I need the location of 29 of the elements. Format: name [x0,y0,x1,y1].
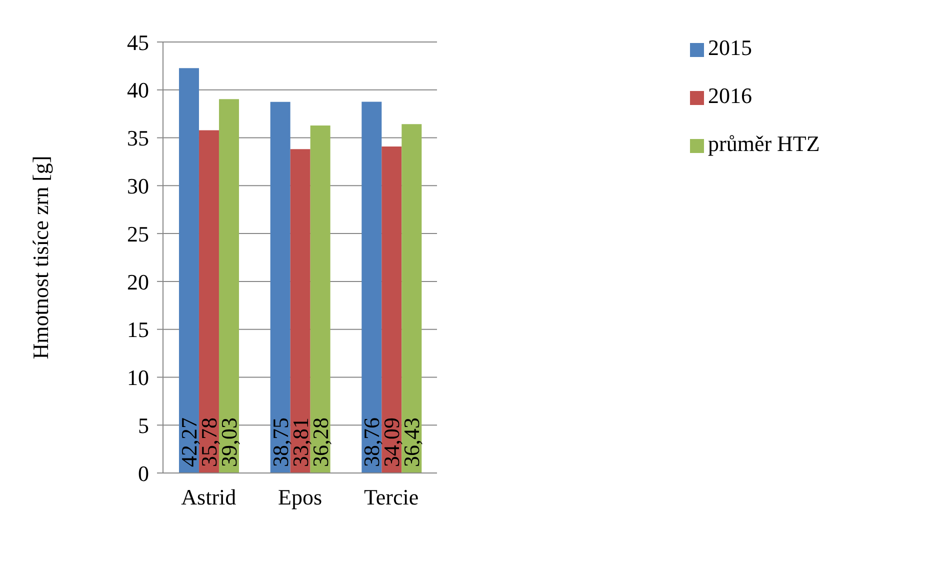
data-label: 38,75 [268,418,293,467]
y-tick-label: 35 [127,126,149,151]
x-tick-label: Tercie [364,484,419,510]
data-label: 38,76 [359,418,384,467]
bar [178,68,199,473]
bar [218,99,239,473]
bar [402,124,422,473]
x-tick-label: Epos [278,484,322,510]
y-tick-label: 40 [127,78,149,103]
bar [270,102,290,473]
y-tick-label: 20 [127,269,149,294]
y-tick-label: 45 [127,30,149,55]
x-tick-label: Astrid [181,484,236,510]
y-tick-label: 0 [138,460,149,486]
y-tick-label: 15 [127,317,149,342]
y-tick-label: 5 [138,412,149,438]
legend-label: 2015 [708,35,752,60]
legend-label: 2016 [708,83,752,108]
y-tick-label: 30 [127,173,149,198]
bar [290,149,310,473]
bar [310,126,330,473]
y-tick-label: 10 [127,365,149,390]
data-label: 42,27 [176,418,202,467]
bar [362,102,382,473]
bar [198,130,219,473]
legend-label: průměr HTZ [708,131,820,156]
y-axis-title: Hmotnost tisíce zrn [g] [28,156,53,360]
bar [382,146,402,473]
y-tick-label: 25 [127,221,149,246]
